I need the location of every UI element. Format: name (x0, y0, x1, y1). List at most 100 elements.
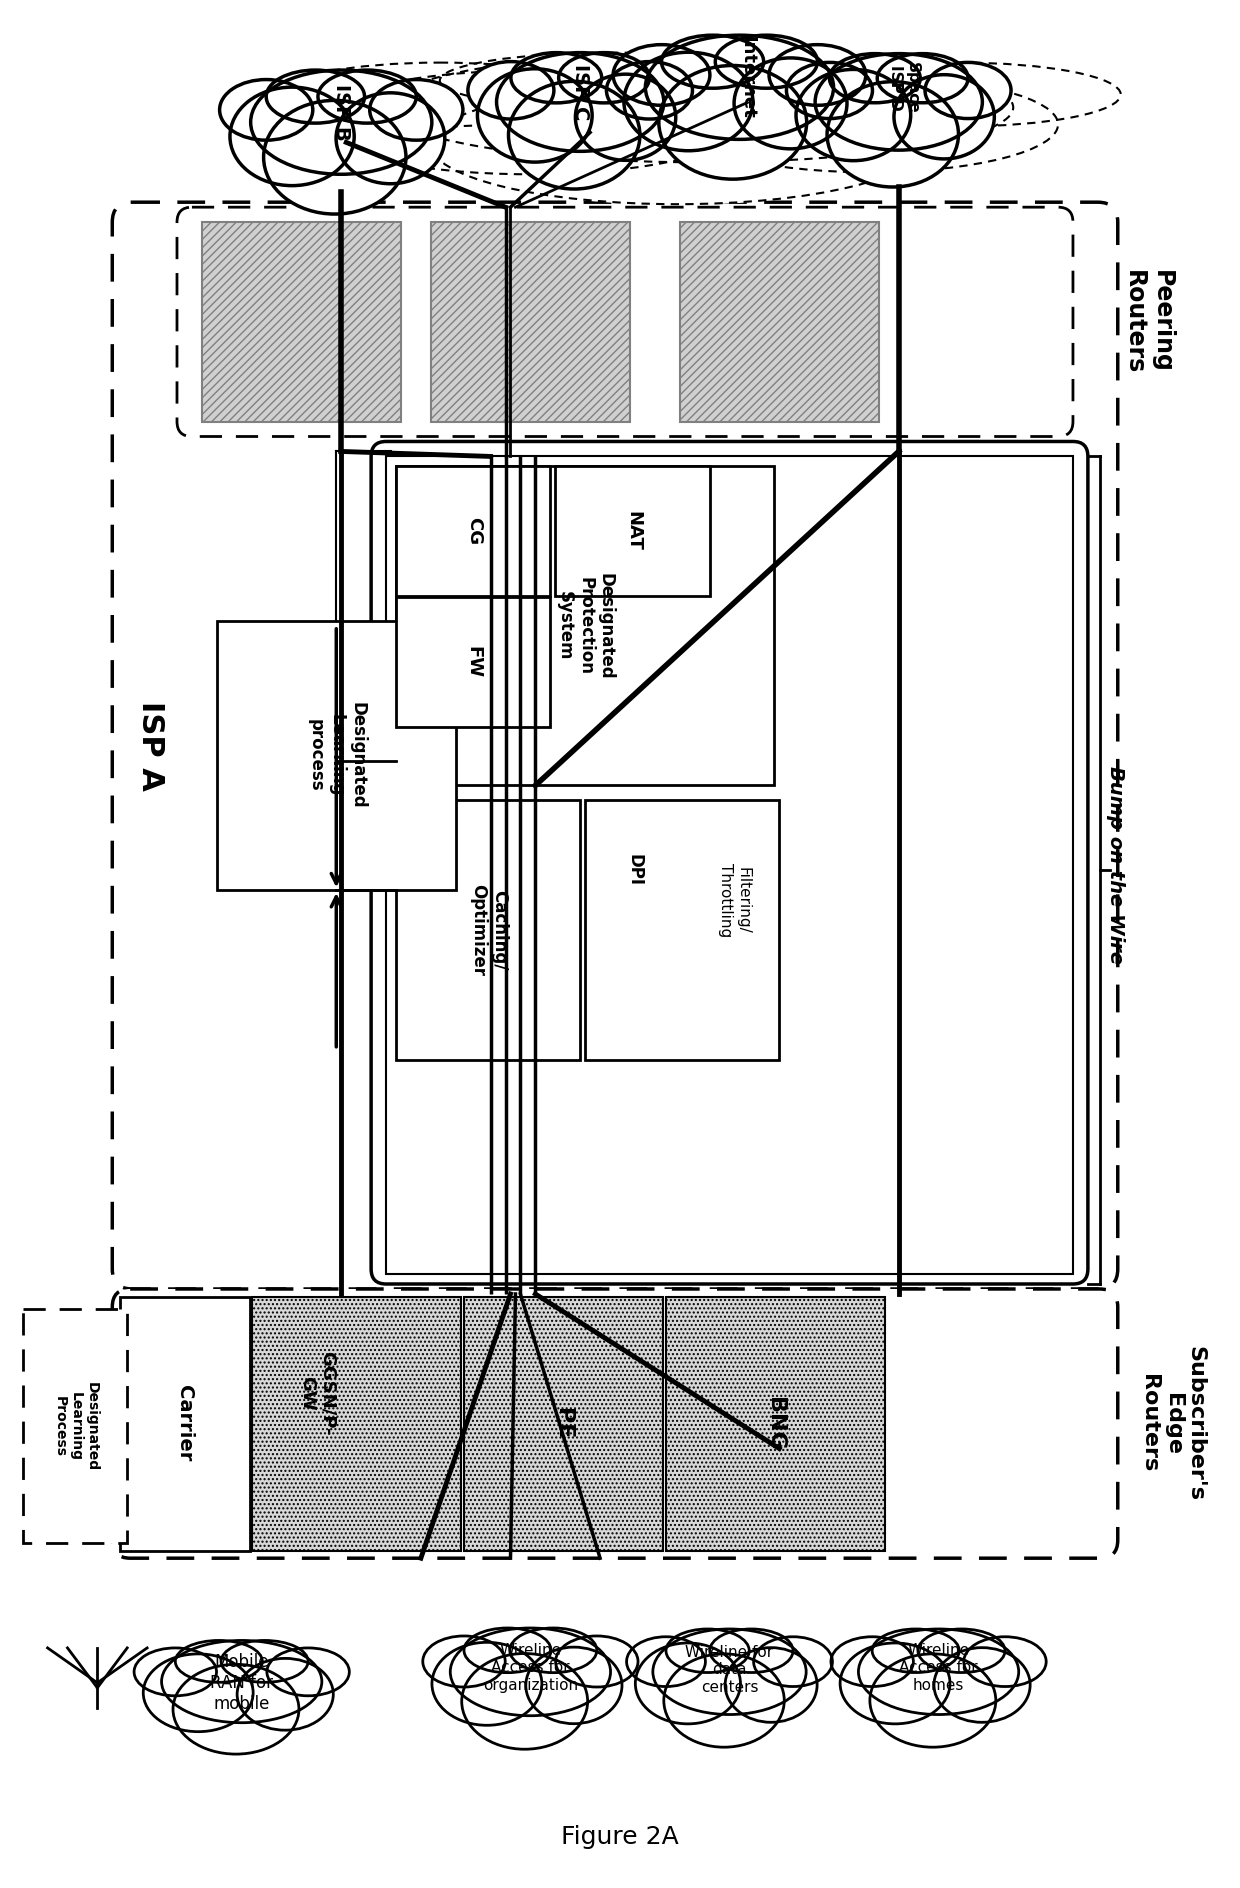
Text: Wireline
Access for
homes: Wireline Access for homes (899, 1643, 978, 1694)
Ellipse shape (423, 1637, 505, 1688)
Ellipse shape (219, 79, 312, 140)
Ellipse shape (827, 81, 959, 187)
Bar (585, 801, 779, 1059)
Ellipse shape (626, 1637, 706, 1686)
Ellipse shape (786, 62, 873, 119)
Ellipse shape (317, 70, 417, 123)
Ellipse shape (877, 53, 968, 102)
Ellipse shape (559, 53, 650, 102)
Ellipse shape (796, 70, 910, 160)
Bar (556, 466, 709, 597)
Bar (396, 466, 774, 785)
Ellipse shape (682, 77, 1058, 172)
Ellipse shape (464, 1627, 551, 1673)
Text: GGSN/P-
GW: GGSN/P- GW (298, 1352, 337, 1437)
Ellipse shape (918, 1629, 1004, 1673)
Ellipse shape (645, 36, 833, 140)
Ellipse shape (175, 1641, 263, 1682)
Ellipse shape (134, 1648, 217, 1695)
Ellipse shape (237, 1658, 334, 1729)
Ellipse shape (734, 59, 847, 149)
Ellipse shape (658, 66, 807, 179)
Ellipse shape (250, 70, 432, 174)
Ellipse shape (575, 74, 676, 160)
Text: Designated
Learning
Process: Designated Learning Process (52, 1382, 99, 1471)
Text: Filtering/
Throttling: Filtering/ Throttling (718, 863, 750, 936)
Bar (666, 1297, 885, 1552)
Ellipse shape (652, 1629, 806, 1714)
Text: NAT: NAT (624, 512, 642, 551)
Ellipse shape (934, 1648, 1030, 1722)
Bar (202, 223, 401, 421)
Ellipse shape (430, 85, 924, 204)
Text: ISP C: ISP C (570, 64, 590, 121)
Ellipse shape (221, 1641, 308, 1682)
Ellipse shape (477, 68, 593, 162)
Text: Wireline
Access for
organization: Wireline Access for organization (482, 1643, 578, 1694)
Ellipse shape (229, 87, 355, 185)
FancyBboxPatch shape (371, 442, 1087, 1284)
Ellipse shape (799, 62, 1121, 126)
Text: Caching/
Optimizer: Caching/ Optimizer (469, 884, 508, 976)
Ellipse shape (606, 62, 692, 119)
Bar (252, 1297, 461, 1552)
Ellipse shape (754, 1637, 832, 1686)
Ellipse shape (870, 1654, 996, 1746)
Ellipse shape (161, 1641, 322, 1722)
Ellipse shape (613, 45, 709, 106)
Text: Mobile
RAN for
mobile: Mobile RAN for mobile (211, 1654, 273, 1712)
Ellipse shape (830, 53, 920, 102)
Text: Internet: Internet (739, 36, 756, 119)
Ellipse shape (815, 53, 982, 151)
Text: Wireline for
data
centers: Wireline for data centers (686, 1644, 774, 1695)
Ellipse shape (624, 53, 753, 151)
Bar (217, 621, 456, 889)
Text: DPI: DPI (626, 853, 644, 885)
Ellipse shape (264, 100, 405, 213)
Ellipse shape (619, 53, 960, 108)
Ellipse shape (925, 62, 1011, 119)
Text: CG: CG (465, 517, 482, 546)
Ellipse shape (336, 93, 445, 183)
Ellipse shape (267, 70, 365, 123)
Ellipse shape (508, 81, 640, 189)
Ellipse shape (841, 1643, 950, 1724)
Bar (430, 223, 630, 421)
Ellipse shape (858, 1629, 1019, 1714)
Ellipse shape (725, 1648, 817, 1722)
Ellipse shape (963, 1637, 1047, 1686)
Ellipse shape (894, 76, 994, 159)
Ellipse shape (370, 79, 463, 140)
Bar (22, 1308, 128, 1542)
Ellipse shape (432, 1643, 542, 1726)
Ellipse shape (510, 1627, 596, 1673)
Text: Figure 2A: Figure 2A (562, 1826, 678, 1850)
Text: Peering
Routers: Peering Routers (1122, 270, 1173, 374)
Ellipse shape (450, 1627, 610, 1716)
Text: Designated
Learning
process: Designated Learning process (306, 702, 366, 808)
Ellipse shape (144, 1654, 253, 1731)
FancyBboxPatch shape (177, 208, 1073, 436)
Ellipse shape (267, 1648, 350, 1695)
FancyBboxPatch shape (113, 1290, 1117, 1558)
Ellipse shape (715, 36, 817, 89)
Ellipse shape (556, 1637, 639, 1688)
Ellipse shape (831, 1637, 914, 1686)
Text: PE: PE (553, 1408, 573, 1439)
Text: Space
ISP D: Space ISP D (888, 62, 920, 113)
Bar (386, 457, 1073, 1274)
Bar (396, 597, 551, 727)
Text: Subscriber's
Edge
Routers: Subscriber's Edge Routers (1140, 1346, 1205, 1501)
Text: Bump on the Wire: Bump on the Wire (1106, 767, 1125, 965)
Bar (396, 466, 551, 597)
Ellipse shape (635, 1643, 740, 1724)
Ellipse shape (511, 53, 601, 102)
Bar (464, 1297, 663, 1552)
Text: Designated
Protection
System: Designated Protection System (556, 572, 615, 680)
Ellipse shape (666, 1629, 749, 1673)
Ellipse shape (769, 45, 866, 106)
Bar (680, 223, 879, 421)
FancyBboxPatch shape (113, 202, 1117, 1290)
Ellipse shape (386, 53, 1013, 162)
Ellipse shape (279, 62, 601, 126)
